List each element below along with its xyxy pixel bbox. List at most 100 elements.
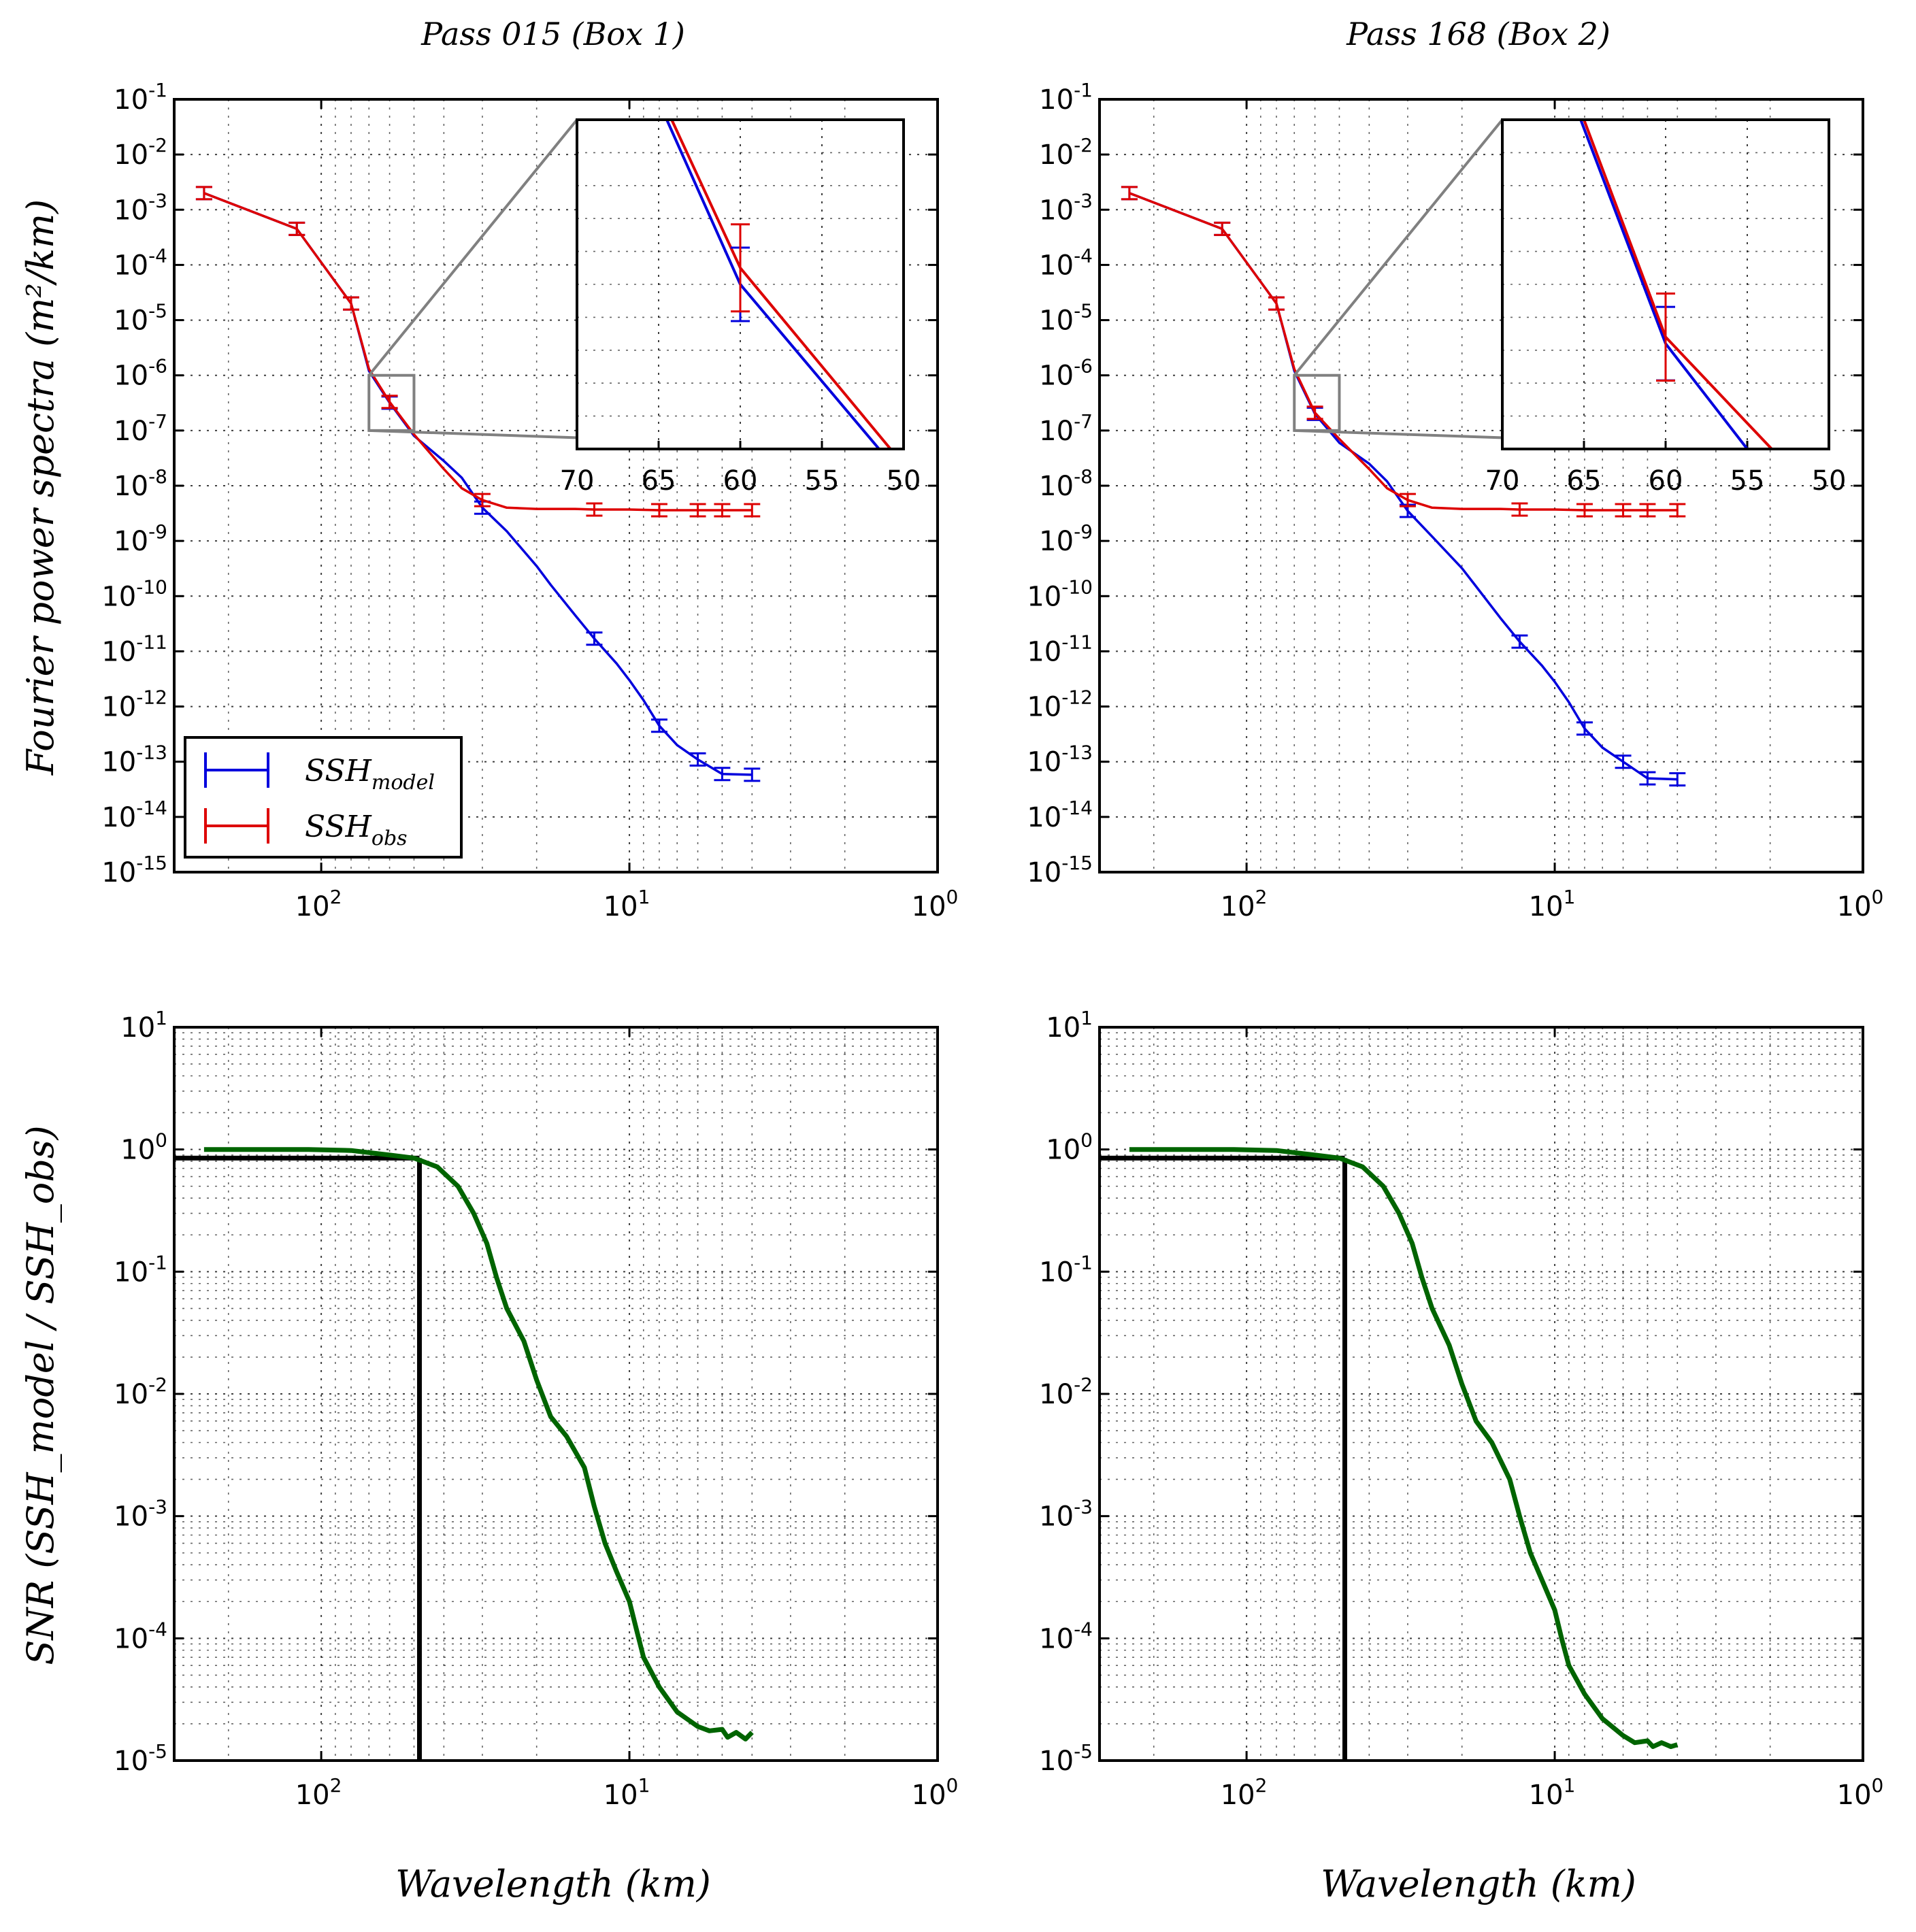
- y-tick-exp: -5: [148, 300, 167, 322]
- y-tick-label: 10-5: [1039, 300, 1093, 337]
- y-tick-exp: -1: [1074, 79, 1093, 101]
- x-tick-base: 10: [295, 891, 330, 922]
- y-tick-label: 101: [120, 1007, 167, 1044]
- inset-axes: 70 65 60 55 50: [560, 118, 921, 497]
- x-tick-base: 10: [912, 1780, 946, 1811]
- y-tick-base: 10: [1027, 692, 1061, 723]
- y-tick-label: 10-2: [114, 1373, 167, 1410]
- y-tick-exp: -4: [148, 244, 167, 267]
- x-tick-base: 10: [295, 1780, 330, 1811]
- x-tick-label: 102: [1221, 886, 1268, 922]
- y-tick-base: 10: [114, 250, 148, 281]
- y-tick-base: 10: [1027, 857, 1061, 888]
- y-axis-label: SNR (SSH_model / SSH_obs): [19, 1125, 62, 1665]
- y-tick-exp: -2: [148, 134, 167, 156]
- y-tick-label: 10-15: [1027, 852, 1093, 888]
- y-tick-label: 10-13: [1027, 742, 1093, 778]
- zoom-connector: [367, 118, 578, 376]
- y-tick-exp: -6: [148, 355, 167, 378]
- y-tick-exp: -1: [1074, 1251, 1093, 1273]
- legend-label-sub: obs: [371, 827, 408, 850]
- y-tick-label: 10-8: [114, 465, 167, 502]
- y-tick-exp: -5: [1074, 300, 1093, 322]
- panel-snr-box2: 102 101 10010110010-110-210-310-410-5Wavel…: [1039, 1007, 1883, 1905]
- x-tick-label: 100: [912, 1774, 959, 1811]
- y-tick-exp: -3: [148, 1496, 167, 1518]
- y-tick-label: 10-3: [1039, 1496, 1093, 1533]
- series-line-SSH_obs: [1129, 192, 1678, 512]
- x-tick-base: 10: [1529, 1780, 1564, 1811]
- y-tick-exp: 1: [1080, 1007, 1093, 1029]
- y-tick-exp: -3: [1074, 189, 1093, 212]
- inset-x-tick-label: 60: [1649, 465, 1683, 497]
- x-tick-label: 100: [1837, 886, 1884, 922]
- inset-x-tick-label: 65: [1567, 465, 1602, 497]
- inset-x-tick-label: 65: [642, 465, 676, 497]
- y-tick-base: 10: [114, 1256, 148, 1288]
- y-tick-exp: -13: [1061, 742, 1093, 764]
- y-tick-base: 10: [1039, 1746, 1074, 1777]
- y-tick-base: 10: [114, 195, 148, 226]
- y-tick-exp: -3: [148, 189, 167, 212]
- x-tick-exp: 1: [1564, 1774, 1576, 1797]
- y-tick-base: 10: [1039, 84, 1074, 116]
- y-tick-exp: -5: [148, 1740, 167, 1763]
- inset-x-tick-label: 50: [887, 465, 921, 497]
- y-tick-exp: -1: [148, 79, 167, 101]
- inset-frame: [1501, 118, 1830, 450]
- y-tick-base: 10: [101, 581, 136, 612]
- x-tick-label: 102: [295, 1774, 342, 1811]
- x-tick-exp: 1: [638, 886, 650, 908]
- y-tick-base: 10: [1039, 1623, 1074, 1654]
- y-tick-base: 10: [114, 526, 148, 557]
- y-tick-exp: -13: [136, 742, 167, 764]
- x-tick-base: 10: [1837, 1780, 1872, 1811]
- x-tick-exp: 0: [946, 1774, 959, 1797]
- y-tick-label: 10-7: [1039, 410, 1093, 447]
- y-tick-base: 10: [114, 1501, 148, 1533]
- x-tick-base: 10: [604, 1780, 638, 1811]
- y-tick-label: 10-3: [1039, 189, 1093, 226]
- panel-snr-box1: 102 101 10010110010-110-210-310-410-5Wavel…: [19, 1007, 958, 1905]
- y-tick-label: 10-9: [1039, 520, 1093, 557]
- y-tick-base: 10: [101, 747, 136, 778]
- inset-axes: 70 65 60 55 50: [1485, 118, 1847, 497]
- zoom-connector: [1293, 118, 1504, 376]
- inset-x-tick-label: 50: [1812, 465, 1847, 497]
- y-tick-base: 10: [1039, 195, 1074, 226]
- y-tick-base: 10: [114, 1623, 148, 1654]
- y-tick-base: 10: [101, 692, 136, 723]
- y-tick-label: 10-11: [1027, 631, 1093, 667]
- y-tick-exp: -6: [1074, 355, 1093, 378]
- y-tick-exp: -2: [1074, 134, 1093, 156]
- x-tick-exp: 1: [1564, 886, 1576, 908]
- y-tick-base: 10: [1039, 526, 1074, 557]
- x-tick-exp: 2: [1255, 886, 1268, 908]
- y-tick-base: 10: [114, 139, 148, 171]
- y-tick-base: 10: [101, 802, 136, 833]
- legend-label-base: SSH: [305, 810, 373, 844]
- y-tick-exp: -10: [136, 576, 167, 598]
- y-tick-base: 10: [1039, 250, 1074, 281]
- y-tick-label: 10-2: [1039, 1373, 1093, 1410]
- x-tick-base: 10: [1221, 891, 1255, 922]
- y-tick-exp: -2: [1074, 1373, 1093, 1396]
- legend-label-sub: model: [371, 771, 435, 795]
- chart-title: Pass 015 (Box 1): [420, 16, 685, 52]
- series-line-SSH_obs: [203, 192, 753, 512]
- legend-label-base: SSH: [305, 754, 373, 788]
- y-tick-exp: -2: [148, 1373, 167, 1396]
- y-tick-base: 10: [1039, 471, 1074, 502]
- x-tick-exp: 2: [330, 1774, 342, 1797]
- y-tick-base: 10: [120, 1135, 155, 1166]
- y-tick-exp: -8: [148, 465, 167, 488]
- y-tick-exp: 1: [155, 1007, 167, 1029]
- x-tick-base: 10: [912, 891, 946, 922]
- y-tick-base: 10: [1027, 581, 1061, 612]
- y-tick-label: 10-1: [114, 79, 167, 116]
- x-tick-exp: 2: [330, 886, 342, 908]
- y-tick-base: 10: [1027, 802, 1061, 833]
- x-tick-exp: 0: [1872, 1774, 1884, 1797]
- x-tick-base: 10: [1221, 1780, 1255, 1811]
- y-tick-exp: 0: [1080, 1129, 1093, 1152]
